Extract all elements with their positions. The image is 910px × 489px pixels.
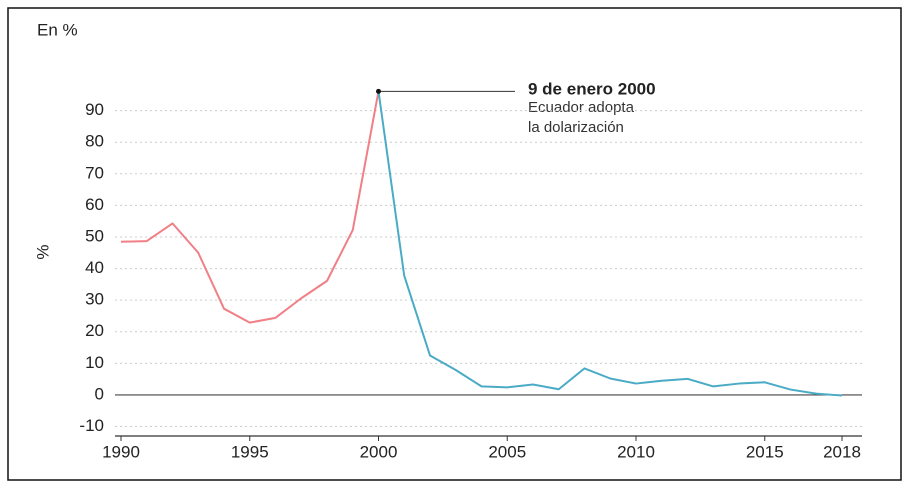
x-tick-label: 1990 — [102, 442, 140, 461]
x-tick-label: 2015 — [746, 442, 784, 461]
y-tick-label: 90 — [85, 100, 104, 119]
y-tick-label: 80 — [85, 132, 104, 151]
annotation-text: la dolarización — [528, 119, 624, 136]
y-tick-label: 70 — [85, 163, 104, 182]
y-tick-label: 0 — [95, 384, 104, 403]
y-axis-label: % — [33, 244, 52, 259]
line — [120, 91, 380, 324]
x-tick-label: 1995 — [231, 442, 269, 461]
x-tick-label: 2018 — [823, 442, 861, 461]
annotation-text: Ecuador adopta — [528, 99, 635, 116]
y-tick-label: 30 — [85, 290, 104, 309]
y-tick-label: -10 — [79, 416, 104, 435]
chart-title: En % — [37, 20, 78, 39]
x-tick-label: 2005 — [488, 442, 526, 461]
line — [377, 91, 843, 397]
frame — [7, 7, 902, 481]
annotation-title: 9 de enero 2000 — [528, 79, 656, 98]
y-tick-label: 10 — [85, 353, 104, 372]
y-tick-label: 40 — [85, 258, 104, 277]
annotation-dot — [376, 88, 381, 94]
y-tick-label: 50 — [85, 226, 104, 245]
x-tick-label: 2010 — [617, 442, 655, 461]
y-tick-label: 60 — [85, 195, 104, 214]
x-tick-label: 2000 — [360, 442, 398, 461]
y-tick-label: 20 — [85, 321, 104, 340]
